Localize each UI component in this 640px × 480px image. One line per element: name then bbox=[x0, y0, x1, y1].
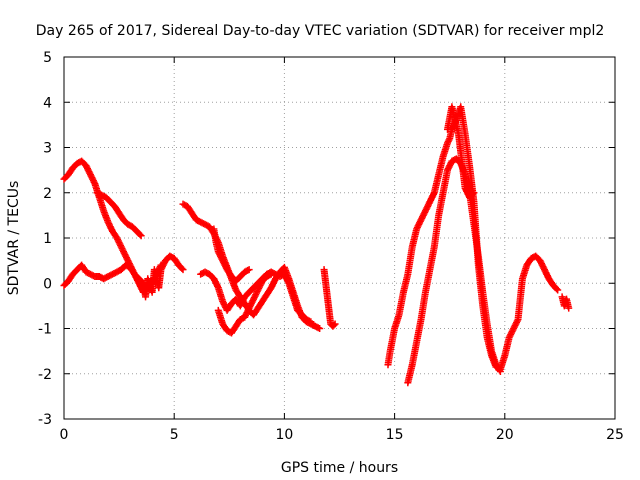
data-point bbox=[266, 271, 274, 279]
y-tick-label: 3 bbox=[43, 141, 52, 157]
y-tick-label: 1 bbox=[43, 231, 52, 247]
plot-frame bbox=[63, 56, 616, 420]
data-point bbox=[331, 320, 339, 328]
x-tick-label: 25 bbox=[606, 427, 624, 443]
data-point bbox=[470, 189, 478, 197]
data-marks bbox=[60, 103, 573, 387]
y-tick-label: -3 bbox=[38, 412, 52, 428]
series-trace-c bbox=[93, 189, 145, 240]
series-trace-g bbox=[210, 225, 253, 285]
axis-ticks: 0 5 10 15 20 25 -3 -2 -1 0 1 2 3 4 5 bbox=[38, 50, 624, 443]
chart-title: Day 265 of 2017, Sidereal Day-to-day VTE… bbox=[36, 23, 605, 39]
data-point bbox=[157, 261, 165, 269]
data-point bbox=[245, 266, 253, 274]
data-point bbox=[553, 285, 561, 293]
data-point bbox=[496, 367, 504, 375]
data-point bbox=[469, 190, 477, 198]
y-tick-label: 5 bbox=[43, 50, 52, 66]
series-trace-b bbox=[60, 261, 165, 296]
data-point bbox=[330, 321, 338, 329]
data-point bbox=[554, 286, 562, 294]
series-trace-k bbox=[443, 103, 478, 201]
series-trace-l bbox=[558, 293, 573, 312]
x-tick-label: 20 bbox=[496, 427, 514, 443]
data-point bbox=[305, 317, 313, 325]
data-point bbox=[137, 232, 145, 240]
y-axis-label: SDTVAR / TECUs bbox=[6, 181, 22, 296]
series-trace-e bbox=[197, 268, 315, 326]
x-tick-label: 0 bbox=[60, 427, 69, 443]
data-point bbox=[136, 231, 144, 239]
x-axis-label: GPS time / hours bbox=[281, 460, 398, 476]
data-point bbox=[178, 265, 186, 273]
data-point bbox=[496, 366, 504, 374]
series-trace-h bbox=[320, 266, 339, 330]
data-point bbox=[316, 325, 324, 332]
series-trace-f bbox=[214, 270, 275, 337]
y-tick-label: -2 bbox=[38, 367, 52, 383]
data-point bbox=[307, 318, 315, 326]
y-tick-label: 4 bbox=[43, 95, 52, 111]
y-tick-label: 2 bbox=[43, 186, 52, 202]
y-tick-label: 0 bbox=[43, 276, 52, 292]
data-point bbox=[244, 266, 252, 274]
x-tick-label: 10 bbox=[275, 427, 293, 443]
x-tick-label: 15 bbox=[386, 427, 404, 443]
y-tick-label: -1 bbox=[38, 322, 52, 338]
data-point bbox=[179, 266, 187, 274]
data-point bbox=[314, 324, 322, 332]
data-point bbox=[267, 270, 275, 278]
data-point bbox=[565, 304, 573, 312]
x-tick-label: 5 bbox=[170, 427, 179, 443]
grid-lines bbox=[64, 57, 615, 419]
